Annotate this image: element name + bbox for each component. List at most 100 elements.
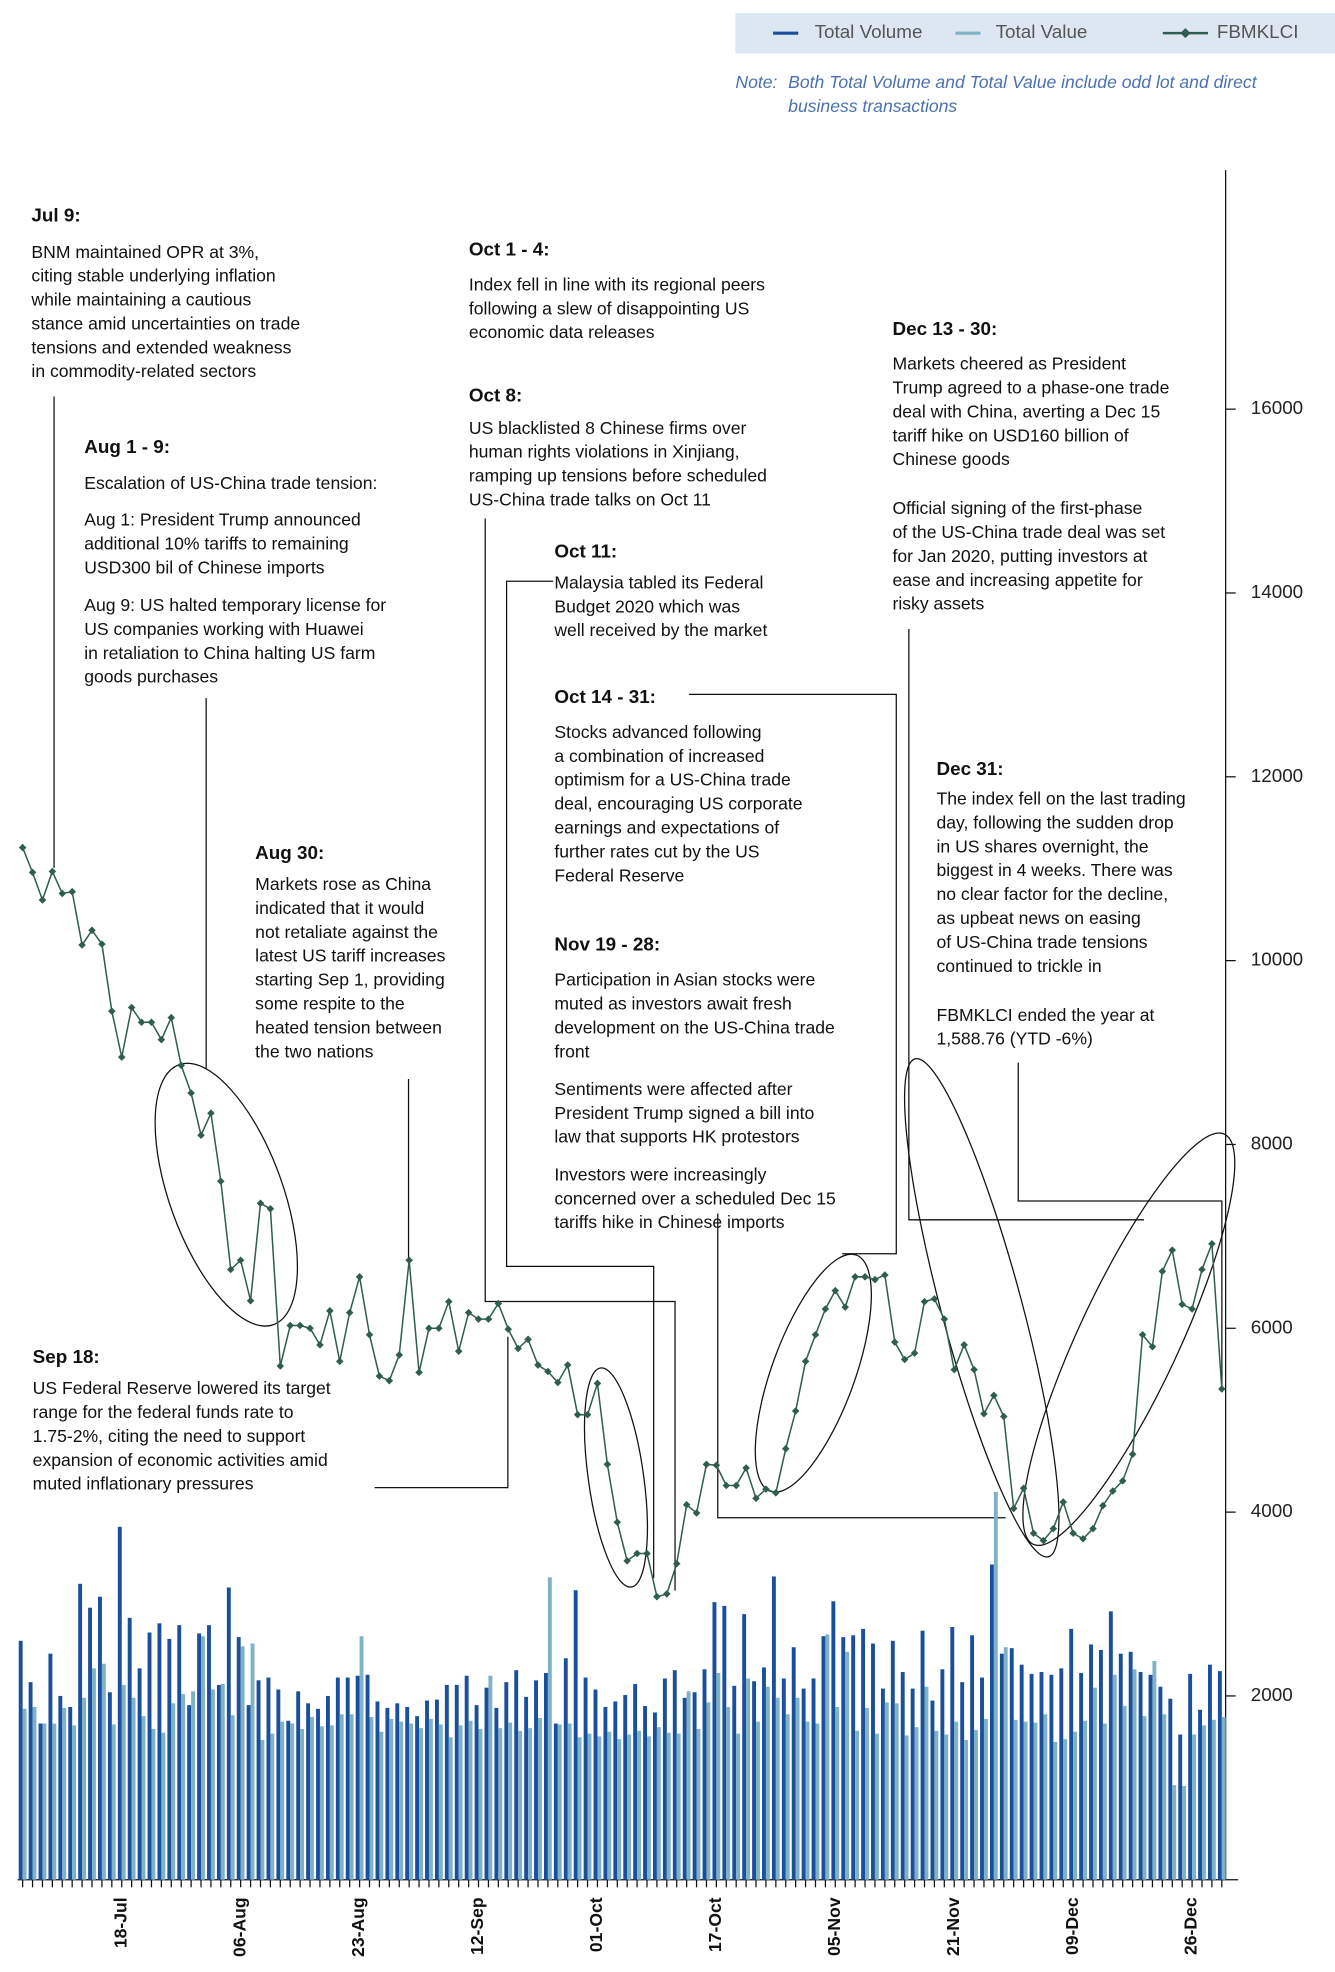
- bar: [339, 1714, 344, 1880]
- bar: [28, 1682, 33, 1880]
- legend-label: Total Value: [996, 21, 1088, 42]
- bar: [597, 1736, 602, 1880]
- bar: [355, 1675, 360, 1880]
- bar: [722, 1605, 727, 1880]
- annotation-text: tariff hike on USD160 billion of: [893, 425, 1129, 445]
- point: [256, 1199, 265, 1208]
- annotation-text: not retaliate against the: [255, 922, 438, 942]
- bar: [335, 1677, 340, 1880]
- bar: [48, 1653, 53, 1880]
- x-tick-label: 26-Dec: [1181, 1897, 1201, 1955]
- point: [306, 1324, 314, 1333]
- point: [633, 1549, 641, 1558]
- annotation-title: Sep 18:: [33, 1346, 100, 1367]
- x-tick-label: 01-Oct: [586, 1897, 606, 1952]
- annotation-text: Malaysia tabled its Federal: [554, 572, 763, 592]
- bar: [964, 1740, 969, 1880]
- y-tick-label: 12000: [1251, 765, 1303, 786]
- point: [752, 1494, 760, 1503]
- annotation-text: in US shares overnight, the: [937, 836, 1149, 856]
- x-tick-label: 12-Sep: [467, 1897, 487, 1955]
- bar: [736, 1733, 741, 1880]
- point: [563, 1361, 572, 1369]
- point: [1168, 1246, 1177, 1254]
- point: [980, 1409, 988, 1418]
- bar: [389, 1718, 394, 1880]
- bar: [22, 1708, 27, 1880]
- point: [940, 1315, 949, 1323]
- bar: [841, 1637, 846, 1880]
- x-tick-label: 21-Nov: [943, 1897, 963, 1956]
- highlight-ellipse: [583, 1367, 649, 1588]
- point: [435, 1324, 443, 1333]
- bar: [607, 1731, 612, 1880]
- bar: [1049, 1674, 1054, 1880]
- point: [1218, 1385, 1226, 1393]
- bar: [1162, 1714, 1167, 1880]
- point: [742, 1464, 750, 1472]
- annotation-title: Jul 9:: [31, 205, 80, 226]
- bar: [58, 1695, 63, 1880]
- annotation-title: Oct 8:: [469, 384, 522, 405]
- point: [1138, 1330, 1147, 1339]
- point: [990, 1391, 998, 1400]
- annotation-text: day, following the sudden drop: [937, 812, 1174, 832]
- point: [266, 1205, 275, 1213]
- bar: [349, 1714, 354, 1880]
- bar: [72, 1725, 77, 1880]
- bar: [345, 1677, 350, 1880]
- point: [1109, 1487, 1117, 1495]
- bar: [365, 1674, 370, 1880]
- point: [1178, 1300, 1186, 1309]
- annotation-text: while maintaining a cautious: [30, 290, 251, 310]
- bar: [577, 1737, 582, 1880]
- annotation-text: Chinese goods: [893, 449, 1010, 469]
- annotation-text: tensions and extended weakness: [31, 337, 291, 357]
- point: [157, 1035, 166, 1044]
- point: [474, 1315, 483, 1323]
- bar: [1079, 1672, 1084, 1880]
- bar: [706, 1702, 711, 1880]
- bar: [791, 1647, 796, 1880]
- annotation-text: Official signing of the first-phase: [893, 498, 1143, 518]
- bar: [583, 1677, 588, 1880]
- point: [890, 1338, 899, 1346]
- bar: [1013, 1719, 1018, 1880]
- point: [653, 1592, 661, 1601]
- y-tick-label: 6000: [1251, 1316, 1293, 1337]
- bar: [230, 1715, 235, 1880]
- annotation-text: front: [554, 1041, 589, 1061]
- bar: [756, 1721, 760, 1880]
- point: [1099, 1501, 1107, 1510]
- point: [692, 1509, 701, 1517]
- annotation-text: earnings and expectations of: [554, 818, 779, 838]
- bar: [534, 1680, 538, 1880]
- bar: [167, 1638, 172, 1880]
- bar: [746, 1678, 751, 1880]
- annotation-text: 1,588.76 (YTD -6%): [937, 1029, 1093, 1049]
- bar: [458, 1725, 463, 1880]
- x-tick-label: 23-Aug: [348, 1897, 368, 1957]
- point: [900, 1355, 909, 1364]
- annotation-text: ramping up tensions before scheduled: [469, 466, 767, 486]
- bar: [1178, 1734, 1183, 1880]
- annotation-text: Index fell in line with its regional pee…: [469, 274, 765, 294]
- bar: [1009, 1648, 1014, 1880]
- annotation-text: USD300 bil of Chinese imports: [84, 557, 325, 577]
- point: [454, 1347, 463, 1356]
- bar: [197, 1633, 202, 1880]
- bar: [563, 1658, 568, 1880]
- annotation-text: BNM maintained OPR at 3%,: [31, 242, 259, 262]
- bar: [900, 1672, 905, 1880]
- point: [167, 1013, 176, 1022]
- point: [197, 1131, 205, 1140]
- point: [1069, 1529, 1077, 1538]
- annotation-text: Aug 9: US halted temporary license for: [84, 595, 386, 615]
- bar: [934, 1730, 939, 1880]
- bar: [702, 1669, 707, 1880]
- connector: [484, 518, 676, 1591]
- point: [861, 1273, 869, 1281]
- annotation-title: Aug 1 - 9:: [84, 436, 170, 457]
- bar: [884, 1702, 889, 1880]
- point: [58, 889, 67, 898]
